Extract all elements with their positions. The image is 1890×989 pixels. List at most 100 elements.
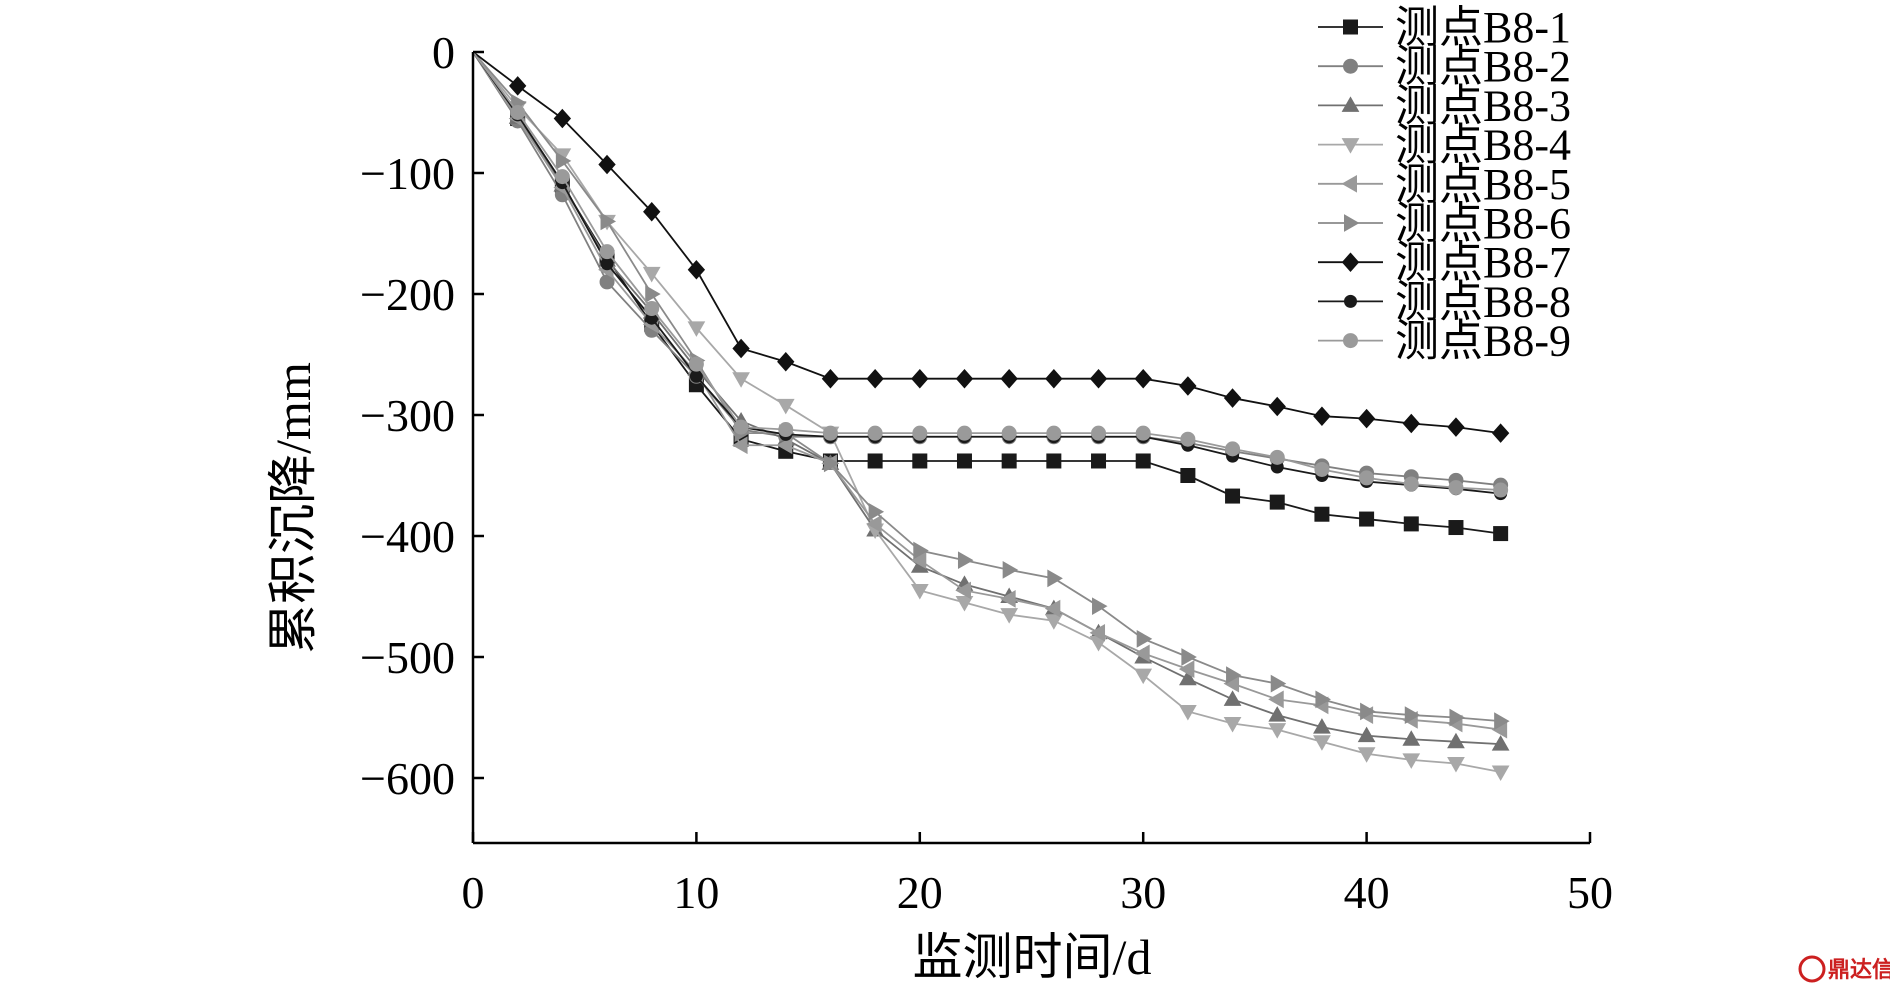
- legend-marker: [1343, 58, 1358, 74]
- data-point: [1494, 712, 1510, 730]
- data-point: [1313, 406, 1331, 426]
- x-tick-label: 40: [1344, 867, 1390, 918]
- data-point: [1402, 413, 1420, 434]
- data-point: [955, 368, 974, 389]
- data-point: [1179, 669, 1197, 686]
- data-point: [1491, 423, 1510, 443]
- data-point: [1491, 765, 1510, 781]
- watermark-text: 鼎达信: [1828, 957, 1890, 983]
- data-point: [687, 321, 706, 337]
- data-point: [600, 212, 617, 231]
- data-point: [1448, 520, 1464, 536]
- data-point: [1270, 674, 1287, 693]
- data-point: [733, 419, 749, 435]
- series-9: [472, 51, 1509, 498]
- legend-marker: [1341, 174, 1357, 193]
- series-2: [472, 51, 1509, 493]
- data-point: [1357, 747, 1376, 763]
- data-point: [1000, 590, 1016, 608]
- data-point: [1403, 476, 1419, 492]
- data-point: [957, 551, 974, 570]
- data-point: [1225, 488, 1241, 504]
- legend-label: 测点B8-2: [1395, 42, 1571, 91]
- legend-label: 测点B8-9: [1395, 317, 1571, 366]
- data-point: [1046, 425, 1062, 441]
- data-point: [1491, 735, 1510, 751]
- data-point: [777, 352, 795, 372]
- data-point: [600, 257, 614, 271]
- legend-item: 测点B8-5: [1318, 160, 1571, 209]
- data-point: [1223, 388, 1242, 408]
- data-point: [1447, 417, 1465, 437]
- data-point: [553, 108, 572, 129]
- y-tick-label: −300: [360, 390, 455, 441]
- data-point: [1045, 368, 1063, 389]
- data-point: [1046, 453, 1062, 469]
- data-point: [1002, 561, 1019, 579]
- legend-marker: [1341, 96, 1360, 112]
- data-point: [1178, 660, 1195, 678]
- legend-marker: [1341, 252, 1360, 272]
- legend-item: 测点B8-7: [1318, 238, 1571, 287]
- legend-item: 测点B8-4: [1318, 121, 1571, 170]
- data-point: [776, 398, 795, 415]
- y-tick-label: −600: [360, 753, 455, 804]
- data-point: [866, 515, 882, 533]
- data-point: [1493, 482, 1509, 498]
- series-line: [472, 51, 1501, 535]
- data-point: [598, 154, 616, 175]
- data-point: [956, 453, 972, 469]
- legend-item: 测点B8-3: [1318, 81, 1571, 130]
- data-point: [911, 368, 929, 389]
- x-tick-label: 10: [673, 867, 719, 918]
- series-6: [472, 51, 1510, 730]
- legend-label: 测点B8-8: [1395, 277, 1571, 326]
- legend-marker: [1344, 214, 1360, 232]
- series-line: [472, 51, 1501, 491]
- legend-item: 测点B8-6: [1318, 199, 1571, 248]
- data-point: [1269, 449, 1285, 465]
- series-7: [472, 51, 1510, 443]
- data-point: [1047, 569, 1063, 588]
- data-point: [509, 76, 527, 96]
- data-point: [867, 425, 883, 441]
- data-point: [1001, 425, 1017, 441]
- series-line: [472, 51, 1501, 731]
- series-line: [472, 51, 1501, 495]
- data-point: [1000, 368, 1018, 389]
- y-tick-label: −500: [360, 632, 455, 683]
- data-point: [1449, 708, 1465, 727]
- watermark: 鼎达信: [1798, 955, 1890, 983]
- legend-label: 测点B8-5: [1395, 160, 1571, 209]
- series-5: [472, 51, 1508, 739]
- data-point: [1359, 511, 1375, 527]
- legend-label: 测点B8-1: [1395, 3, 1571, 52]
- data-point: [1403, 516, 1419, 532]
- data-point: [1357, 726, 1376, 743]
- data-point: [1135, 425, 1151, 441]
- legend: 测点B8-1测点B8-2测点B8-3测点B8-4测点B8-5测点B8-6测点B8…: [1318, 3, 1571, 366]
- data-point: [1360, 702, 1376, 721]
- x-tick-label: 0: [462, 867, 485, 918]
- x-tick-label: 30: [1120, 867, 1166, 918]
- data-point: [1179, 376, 1197, 396]
- data-point: [1402, 730, 1421, 746]
- data-point: [1134, 644, 1150, 663]
- data-point: [1314, 461, 1330, 477]
- series-line: [472, 51, 1501, 773]
- data-point: [822, 425, 838, 441]
- series-line: [472, 51, 1501, 746]
- x-tick-label: 50: [1567, 867, 1613, 918]
- data-point: [910, 583, 929, 600]
- data-point: [689, 369, 703, 383]
- data-point: [776, 436, 793, 455]
- legend-label: 测点B8-7: [1395, 238, 1571, 287]
- data-point: [1313, 735, 1331, 751]
- data-point: [1134, 668, 1153, 685]
- data-point: [688, 356, 704, 372]
- legend-label: 测点B8-6: [1395, 199, 1571, 248]
- data-point: [732, 338, 750, 359]
- legend-item: 测点B8-8: [1318, 277, 1571, 326]
- data-point: [644, 301, 660, 317]
- x-axis-title: 监测时间/d: [913, 929, 1152, 985]
